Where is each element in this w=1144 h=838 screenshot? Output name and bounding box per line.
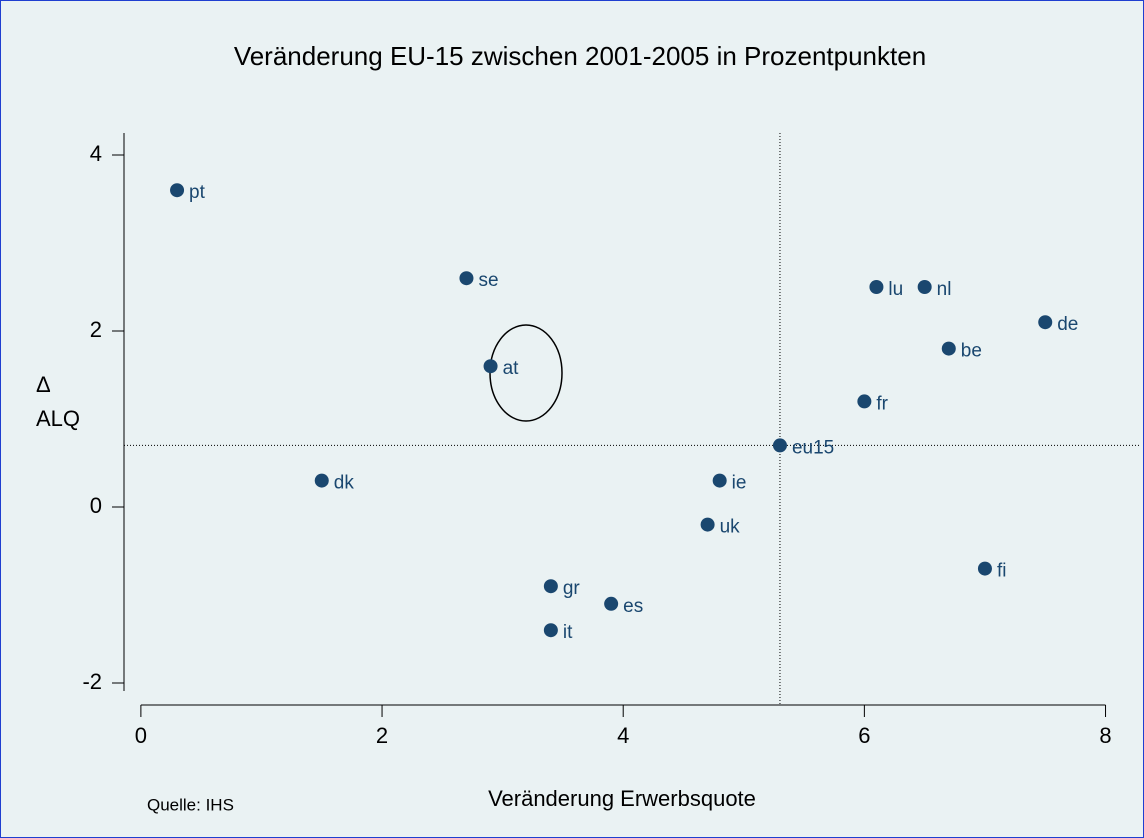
point-label: fi (997, 561, 1007, 582)
point (857, 394, 872, 409)
y-tick-label: 2 (90, 317, 102, 342)
point-label: ie (732, 473, 747, 494)
point-label: es (623, 596, 643, 617)
point (869, 280, 884, 294)
point-label: it (563, 622, 573, 643)
point (543, 623, 558, 638)
point (604, 596, 619, 611)
point (917, 280, 932, 294)
y-tick-label: 0 (90, 493, 102, 518)
x-tick-label: 4 (617, 723, 629, 748)
point (459, 271, 474, 286)
point (941, 341, 956, 356)
x-tick-label: 8 (1099, 723, 1111, 748)
point (170, 183, 185, 198)
point-label: gr (563, 578, 581, 599)
y-tick-label: 4 (90, 141, 102, 166)
point-label: uk (720, 517, 741, 538)
chart-title: Veränderung EU-15 zwischen 2001-2005 in … (234, 41, 926, 71)
point (1038, 315, 1053, 330)
x-tick-label: 2 (376, 723, 388, 748)
point-label: dk (334, 473, 355, 494)
point-label: pt (189, 182, 206, 203)
y-tick-label: -2 (82, 669, 102, 694)
point (314, 473, 329, 488)
point-label: be (961, 341, 982, 362)
point (712, 473, 727, 488)
point-label: eu15 (792, 437, 834, 458)
source-note: Quelle: IHS (147, 795, 234, 814)
point-label: nl (937, 279, 952, 300)
point (977, 561, 992, 576)
point-label: de (1057, 314, 1078, 335)
point (543, 579, 558, 594)
y-axis-label: ALQ (36, 406, 80, 431)
point-label: lu (888, 279, 903, 300)
x-tick-label: 0 (135, 723, 147, 748)
x-tick-label: 6 (858, 723, 870, 748)
y-axis-label: Δ (36, 372, 51, 397)
point-label: fr (876, 393, 888, 414)
point (483, 359, 498, 374)
x-axis-label: Veränderung Erwerbsquote (488, 786, 756, 811)
point-label: at (503, 358, 520, 379)
point (700, 517, 715, 532)
point (772, 438, 787, 453)
point-label: se (478, 270, 498, 291)
